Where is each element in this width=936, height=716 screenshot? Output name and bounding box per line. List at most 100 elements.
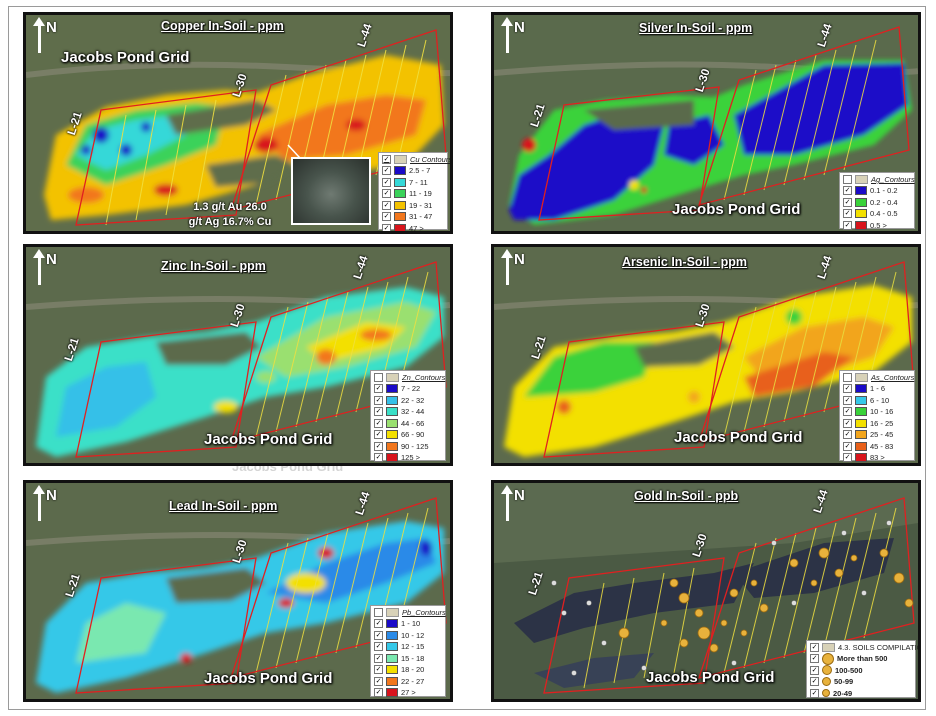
- copper-title: Copper In-Soil - ppm: [161, 19, 284, 33]
- legend-item-checkbox[interactable]: ✓: [843, 395, 852, 405]
- legend-swatch: [386, 407, 398, 417]
- legend-label: 15 - 18: [401, 653, 425, 663]
- legend-label: 83 >: [870, 453, 885, 463]
- legend-item-checkbox[interactable]: ✓: [843, 418, 852, 428]
- legend-item-checkbox[interactable]: ✓: [810, 665, 819, 675]
- legend-row: ✓ 100-500: [810, 665, 912, 677]
- folder-icon: [386, 608, 399, 617]
- legend-swatch: [386, 642, 398, 652]
- legend-swatch: [386, 441, 398, 451]
- legend-label: 0.1 - 0.2: [870, 186, 898, 196]
- legend-label: 10 - 16: [870, 407, 894, 417]
- legend-dot-icon: [822, 689, 830, 698]
- legend-item-checkbox[interactable]: ✓: [382, 177, 391, 187]
- legend-checkbox[interactable]: ✓: [810, 643, 819, 652]
- legend-item-checkbox[interactable]: ✓: [382, 212, 391, 222]
- arsenic-map-panel: N Arsenic In-Soil - ppm Jacobs Pond Grid…: [491, 244, 921, 466]
- legend-label: 22 - 32: [401, 395, 425, 405]
- legend-swatch: [386, 619, 398, 629]
- legend-row: ✓ 18 - 20: [374, 664, 442, 676]
- copper-map-panel: N Copper In-Soil - ppm Jacobs Pond Grid …: [23, 12, 453, 234]
- legend-row: ✓ 0.5 >: [843, 220, 911, 232]
- zinc-title: Zinc In-Soil - ppm: [161, 259, 266, 273]
- legend-item-checkbox[interactable]: ✓: [382, 200, 391, 210]
- legend-row: ✓ 22 - 32: [374, 395, 442, 407]
- legend-item-checkbox[interactable]: ✓: [374, 676, 383, 686]
- legend-row: ✓ 7 - 11: [382, 177, 444, 189]
- legend-item-checkbox[interactable]: ✓: [374, 642, 383, 652]
- legend-label: 16 - 25: [870, 418, 894, 428]
- north-arrow: N: [33, 249, 66, 291]
- legend-label: 0.5 >: [870, 220, 887, 230]
- legend-item-checkbox[interactable]: ✓: [843, 197, 852, 207]
- legend-item-checkbox[interactable]: ✓: [374, 441, 383, 451]
- legend-item-checkbox[interactable]: ✓: [374, 453, 383, 463]
- legend-item-checkbox[interactable]: ✓: [382, 223, 391, 232]
- sample-caption: 1.3 g/t Au 26.0 g/t Ag 16.7% Cu: [188, 201, 272, 228]
- legend-item-checkbox[interactable]: ✓: [843, 384, 852, 394]
- legend-label: 90 - 125: [401, 441, 429, 451]
- legend-swatch: [386, 688, 398, 698]
- legend-swatch: [855, 220, 867, 230]
- legend-item-checkbox[interactable]: ✓: [382, 166, 391, 176]
- legend-item-checkbox[interactable]: ✓: [374, 418, 383, 428]
- legend-item-checkbox[interactable]: ✓: [843, 186, 852, 196]
- legend-swatch: [394, 200, 406, 210]
- legend-item-checkbox[interactable]: ✓: [843, 209, 852, 219]
- legend-swatch: [386, 418, 398, 428]
- legend-swatch: [386, 676, 398, 686]
- legend-checkbox[interactable]: [374, 608, 383, 617]
- legend-swatch: [855, 384, 867, 394]
- silver-map-panel: N Silver In-Soil - ppm Jacobs Pond Grid …: [491, 12, 921, 234]
- legend-label: 1 - 10: [401, 619, 421, 629]
- legend-label: 7 - 22: [401, 384, 421, 394]
- legend-item-checkbox[interactable]: ✓: [843, 441, 852, 451]
- legend-swatch: [855, 407, 867, 417]
- arsenic-title: Arsenic In-Soil - ppm: [622, 255, 748, 269]
- rock-sample-photo: [291, 157, 371, 225]
- silver-title: Silver In-Soil - ppm: [639, 21, 753, 35]
- north-arrow: N: [501, 249, 534, 291]
- legend-item-checkbox[interactable]: ✓: [374, 384, 383, 394]
- legend-item-checkbox[interactable]: ✓: [374, 665, 383, 675]
- legend-item-checkbox[interactable]: ✓: [382, 189, 391, 199]
- legend-item-checkbox[interactable]: ✓: [374, 653, 383, 663]
- legend-item-checkbox[interactable]: ✓: [810, 654, 819, 664]
- legend-checkbox[interactable]: ✓: [382, 155, 391, 164]
- legend-label: 1 - 6: [870, 384, 886, 394]
- legend-item-checkbox[interactable]: ✓: [843, 220, 852, 230]
- legend-row: ✓ 16 - 25: [843, 418, 911, 430]
- legend-swatch: [855, 186, 867, 196]
- legend-swatch: [855, 441, 867, 451]
- legend-checkbox[interactable]: [843, 373, 852, 382]
- legend-row: ✓ 7 - 22: [374, 383, 442, 395]
- legend-item-checkbox[interactable]: ✓: [374, 407, 383, 417]
- legend-item-checkbox[interactable]: ✓: [843, 430, 852, 440]
- legend-row: ✓ 25 - 45: [843, 429, 911, 441]
- legend-item-checkbox[interactable]: ✓: [843, 407, 852, 417]
- north-arrow: N: [501, 17, 534, 59]
- grid-label: Jacobs Pond Grid: [204, 670, 333, 687]
- legend-row: ✓ 12 - 15: [374, 641, 442, 653]
- legend-swatch: [855, 209, 867, 219]
- legend-dot-icon: [822, 665, 832, 676]
- legend-item-checkbox[interactable]: ✓: [374, 430, 383, 440]
- legend-item-checkbox[interactable]: ✓: [374, 395, 383, 405]
- legend-dot-icon: [822, 652, 834, 665]
- legend-checkbox[interactable]: [843, 175, 852, 184]
- legend-item-checkbox[interactable]: ✓: [374, 619, 383, 629]
- legend-checkbox[interactable]: [374, 373, 383, 382]
- legend-label: 0.2 - 0.4: [870, 197, 898, 207]
- legend-item-checkbox[interactable]: ✓: [810, 677, 819, 687]
- legend-item-checkbox[interactable]: ✓: [843, 453, 852, 463]
- legend-row: ✓ More than 500: [810, 652, 912, 665]
- legend-label: 100-500: [835, 665, 863, 675]
- figure-frame: [8, 6, 926, 710]
- legend-item-checkbox[interactable]: ✓: [810, 688, 819, 698]
- zn-legend: Zn_Contours ✓ 7 - 22 ✓ 22 - 32 ✓ 32 - 44 ✓ 44 -…: [370, 370, 446, 463]
- legend-label: 66 - 90: [401, 430, 425, 440]
- zinc-map-panel: N Zinc In-Soil - ppm Jacobs Pond Grid L-…: [23, 244, 453, 466]
- legend-item-checkbox[interactable]: ✓: [374, 630, 383, 640]
- legend-label: 45 - 83: [870, 441, 894, 451]
- legend-item-checkbox[interactable]: ✓: [374, 688, 383, 698]
